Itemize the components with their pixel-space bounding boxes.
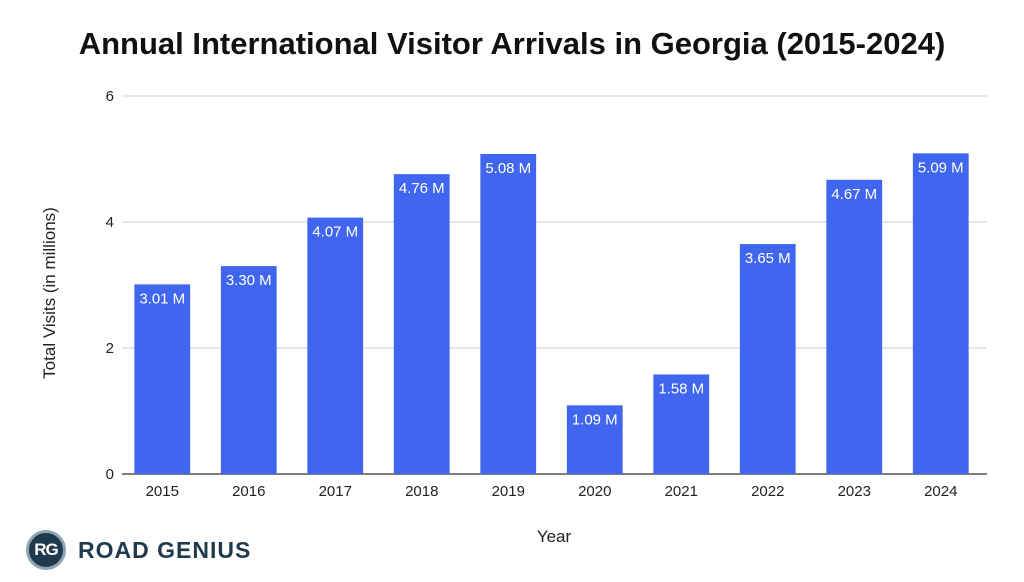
x-tick-label: 2023 [838,483,871,500]
data-label: 4.67 M [831,186,877,203]
brand-logo: RG ROAD GENIUS [26,530,251,570]
bar [307,217,364,474]
bar [393,174,450,474]
data-label: 4.07 M [312,224,358,241]
bar [653,374,710,474]
x-tick-label: 2019 [492,483,525,500]
data-label: 5.08 M [485,160,531,177]
brand-badge-icon: RG [26,530,66,570]
brand-name: ROAD GENIUS [78,536,252,563]
bar [480,153,537,474]
x-tick-label: 2024 [924,483,957,500]
x-tick-label: 2016 [232,483,265,500]
x-tick-label: 2017 [319,483,352,500]
bar [826,179,883,475]
bar [739,244,796,474]
bar [912,153,969,474]
y-tick-label: 2 [106,340,114,357]
bar [566,405,623,474]
x-tick-label: 2021 [665,483,698,500]
data-label: 5.09 M [918,159,964,176]
x-axis-label: Year [537,527,572,546]
x-tick-label: 2018 [405,483,438,500]
data-label: 3.30 M [226,272,272,289]
x-axis-ticks: 2015 2016 2017 2018 2019 2020 2021 2022 2023 2024 [146,483,958,500]
bars: 3.01 M 3.30 M 4.07 M 4.76 M 5.08 M 1.09 M 1.58… [134,153,969,475]
y-tick-label: 0 [106,466,114,483]
bar [220,266,277,474]
x-tick-label: 2020 [578,483,611,500]
data-label: 3.65 M [745,250,791,267]
bar [134,284,191,474]
y-axis-label: Total Visits (in millions) [40,207,59,379]
data-label: 3.01 M [139,290,185,307]
data-label: 4.76 M [399,180,445,197]
y-tick-label: 4 [106,214,114,231]
y-axis-ticks: 0 2 4 6 [106,88,114,483]
chart-title: Annual International Visitor Arrivals in… [78,26,946,61]
x-tick-label: 2022 [751,483,784,500]
x-tick-label: 2015 [146,483,179,500]
data-label: 1.09 M [572,411,618,428]
data-label: 1.58 M [658,380,704,397]
y-tick-label: 6 [106,88,114,105]
